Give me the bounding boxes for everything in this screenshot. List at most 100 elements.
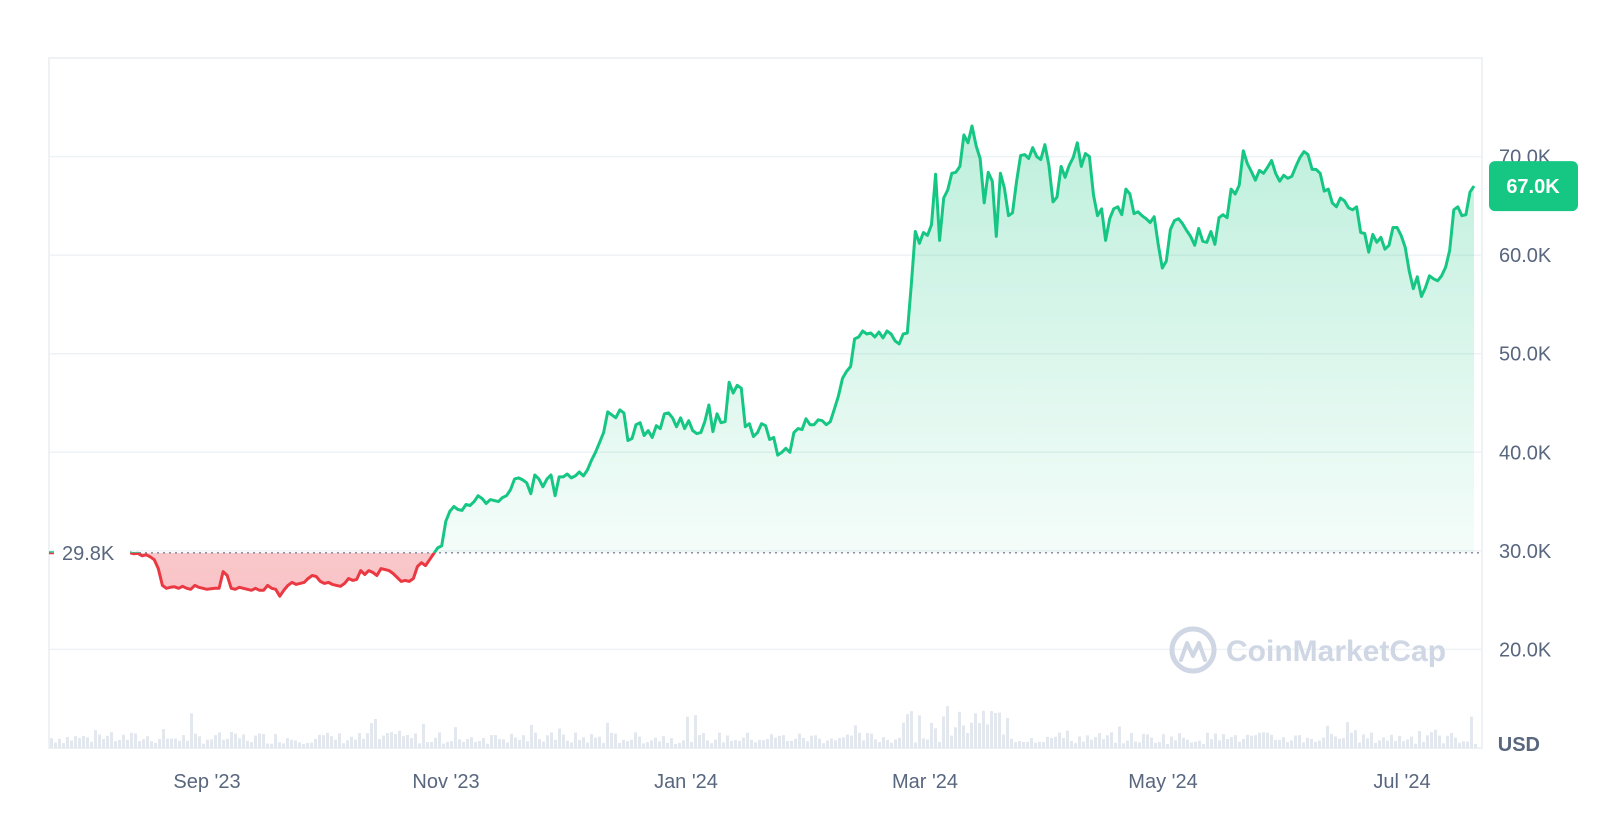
x-tick-label: Jan '24 (654, 771, 718, 793)
volume-bar (1334, 736, 1337, 748)
volume-bar (234, 733, 237, 748)
volume-bar (802, 738, 805, 748)
volume-bar (766, 739, 769, 748)
volume-bar (1298, 735, 1301, 748)
volume-bar (62, 743, 65, 748)
volume-bar (1054, 736, 1057, 748)
volume-bar (134, 733, 137, 748)
current-price-badge-bg (1489, 161, 1578, 212)
volume-bar (698, 735, 701, 748)
volume-bar (434, 737, 437, 748)
volume-bar (1178, 733, 1181, 748)
volume-bar (1014, 742, 1017, 748)
volume-bar (930, 722, 933, 748)
volume-bar (1038, 741, 1041, 748)
volume-bar (1146, 734, 1149, 748)
volume-bar (66, 736, 69, 748)
volume-bar (734, 740, 737, 748)
volume-bar (534, 732, 537, 748)
volume-bar (86, 737, 89, 748)
volume-bar (102, 739, 105, 748)
volume-bar (1090, 739, 1093, 748)
volume-bar (1130, 733, 1133, 748)
volume-bar (418, 743, 421, 748)
volume-bar (1010, 738, 1013, 748)
volume-bar (822, 743, 825, 748)
volume-bar (630, 739, 633, 748)
volume-bar (402, 736, 405, 748)
volume-bar (1194, 741, 1197, 748)
volume-bar (1390, 734, 1393, 748)
volume-bar (286, 738, 289, 748)
volume-bar (1134, 741, 1137, 748)
volume-bar (178, 740, 181, 748)
volume-bar (1354, 730, 1357, 748)
volume-bar (1238, 741, 1241, 748)
volume-bar (1402, 741, 1405, 748)
volume-bar (50, 738, 53, 748)
volume-bar (922, 738, 925, 748)
volume-bar (926, 739, 929, 748)
volume-bar (166, 738, 169, 748)
volume-bar (546, 735, 549, 748)
volume-bar (1182, 737, 1185, 748)
volume-bar (654, 737, 657, 748)
volume-bar (494, 735, 497, 748)
volume-bar (302, 744, 305, 748)
volume-bar (574, 732, 577, 748)
volume-bar (882, 737, 885, 748)
volume-bar (450, 741, 453, 748)
volume-bar (1122, 743, 1125, 748)
watermark-logo: CoinMarketCap (1169, 626, 1446, 674)
volume-bar (90, 741, 93, 748)
x-tick-label: May '24 (1128, 771, 1197, 793)
volume-bar (1394, 741, 1397, 748)
volume-bar (906, 714, 909, 748)
volume-bar (1426, 735, 1429, 748)
volume-bar (1370, 732, 1373, 748)
volume-bar (74, 736, 77, 748)
volume-bar (1214, 733, 1217, 748)
volume-bar (1262, 732, 1265, 748)
volume-bar (1102, 739, 1105, 748)
volume-bar (1406, 739, 1409, 748)
volume-bar (326, 732, 329, 748)
volume-bar (358, 733, 361, 748)
volume-bar (1294, 735, 1297, 748)
volume-bar (146, 736, 149, 748)
volume-bar (222, 739, 225, 748)
volume-bar (1270, 734, 1273, 748)
volume-bar (246, 740, 249, 748)
volume-bar (894, 739, 897, 748)
volume-bar (646, 742, 649, 748)
volume-bar (114, 741, 117, 748)
volume-bar (158, 739, 161, 748)
volume-bar (538, 739, 541, 748)
volume-bar (1326, 725, 1329, 748)
volume-bar (798, 733, 801, 748)
volume-bar (1226, 739, 1229, 748)
volume-bar (398, 730, 401, 748)
volume-bar (1082, 741, 1085, 748)
volume-bar (1362, 734, 1365, 748)
volume-bar (1250, 735, 1253, 748)
volume-bar (714, 739, 717, 748)
volume-bar (610, 732, 613, 748)
volume-bar (1066, 730, 1069, 748)
volume-bar (938, 742, 941, 748)
volume-bar (1466, 741, 1469, 748)
volume-bar (1074, 743, 1077, 748)
volume-bar (1022, 742, 1025, 748)
volume-bar (842, 737, 845, 748)
volume-bar (82, 735, 85, 748)
volume-bar (270, 743, 273, 748)
volume-bar (974, 713, 977, 748)
volume-bar (218, 732, 221, 748)
volume-bar (106, 735, 109, 748)
volume-bar (362, 738, 365, 748)
coinmarketcap-logo-icon (1169, 626, 1217, 674)
volume-bar (810, 735, 813, 748)
volume-bar (1474, 743, 1477, 748)
volume-bar (898, 737, 901, 748)
